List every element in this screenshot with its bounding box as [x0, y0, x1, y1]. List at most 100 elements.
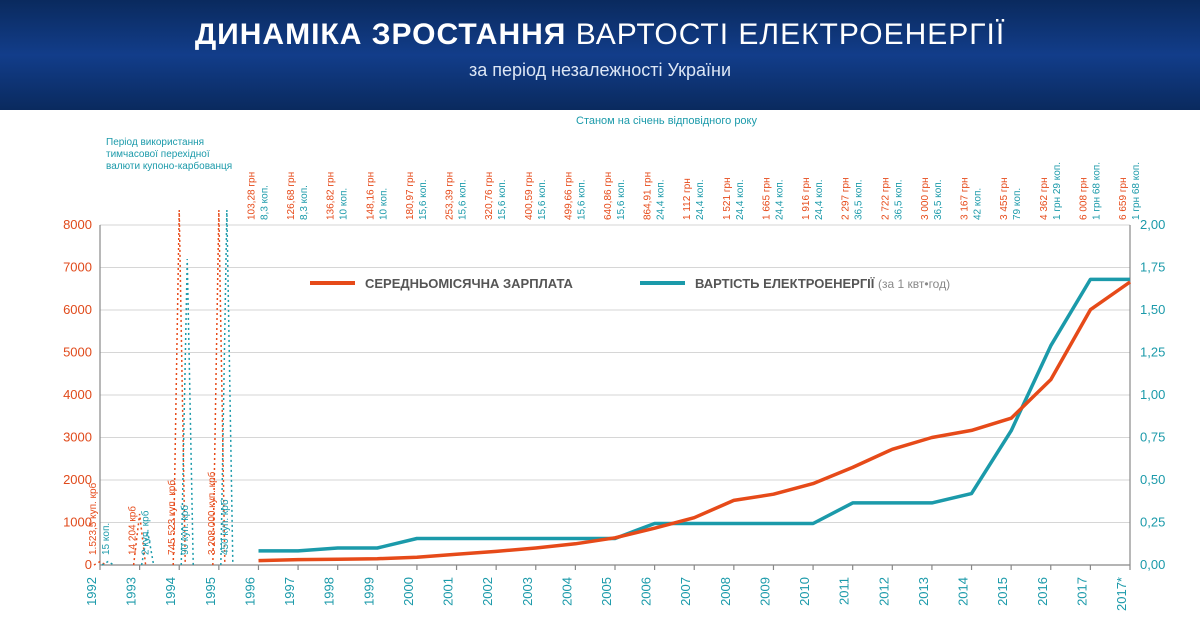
energy-value-label: 10 коп. — [339, 188, 350, 220]
y-right-tick: 0,75 — [1140, 430, 1165, 445]
y-right-tick: 0,50 — [1140, 472, 1165, 487]
x-tick-label: 1992 — [84, 577, 99, 606]
energy-value-label: 24,4 коп. — [656, 180, 667, 220]
transitional-note: валюти купоно-карбованця — [106, 160, 232, 172]
x-tick-label: 2000 — [401, 577, 416, 606]
transitional-salary-label: 3 208 000 куп. крб — [206, 471, 218, 555]
salary-value-label: 1 521 грн — [722, 177, 733, 220]
x-tick-label: 2006 — [639, 577, 654, 606]
transitional-note: тимчасової перехідної — [106, 149, 210, 160]
x-tick-label: 1996 — [242, 577, 257, 606]
x-tick-label: 1993 — [124, 577, 139, 606]
energy-value-label: 15,6 коп. — [576, 180, 587, 220]
energy-value-label: 24,4 коп. — [774, 180, 785, 220]
energy-value-label: 36,5 коп. — [893, 180, 904, 220]
transitional-energy-label: 2 куп. крб — [140, 510, 152, 555]
y-right-tick: 1,50 — [1140, 302, 1165, 317]
energy-value-label: 42 коп. — [973, 188, 984, 220]
x-tick-label: 2007 — [678, 577, 693, 606]
x-tick-label: 2005 — [599, 577, 614, 606]
y-left-tick: 0 — [85, 557, 92, 572]
transitional-energy-label: 90 куп. крб — [179, 505, 191, 555]
x-tick-label: 2003 — [520, 577, 535, 606]
y-right-tick: 0,00 — [1140, 557, 1165, 572]
x-tick-label: 2011 — [837, 577, 852, 605]
salary-value-label: 126,68 грн — [286, 172, 297, 220]
transitional-energy-label: 450 куп. крб — [219, 499, 231, 555]
transitional-energy-label: 15 коп. — [101, 523, 112, 555]
y-left-tick: 5000 — [63, 345, 92, 360]
energy-value-label: 24,4 коп. — [695, 180, 706, 220]
energy-value-label: 36,5 коп. — [933, 180, 944, 220]
page-subtitle: за період незалежності України — [0, 60, 1200, 81]
x-tick-label: 1994 — [163, 577, 178, 606]
x-tick-label: 2016 — [1035, 577, 1050, 606]
salary-value-label: 640,86 грн — [603, 172, 614, 220]
y-right-tick: 0,25 — [1140, 515, 1165, 530]
x-tick-label: 2002 — [480, 577, 495, 606]
legend-salary-label: СЕРЕДНЬОМІСЯЧНА ЗАРПЛАТА — [365, 276, 574, 291]
x-tick-label: 1997 — [282, 577, 297, 606]
energy-value-label: 36,5 коп. — [854, 180, 865, 220]
x-tick-label: 2017* — [1114, 577, 1129, 611]
salary-value-label: 2 722 грн — [880, 177, 891, 220]
x-tick-label: 1999 — [361, 577, 376, 606]
x-tick-label: 2010 — [797, 577, 812, 606]
salary-value-label: 1 916 грн — [801, 177, 812, 220]
header-banner: ДИНАМІКА ЗРОСТАННЯ ВАРТОСТІ ЕЛЕКТРОЕНЕРГ… — [0, 0, 1200, 110]
chart-area: Станом на січень відповідного рокуПеріод… — [0, 110, 1200, 628]
transitional-salary-label: 14 204 крб — [127, 506, 139, 555]
title-rest: ВАРТОСТІ ЕЛЕКТРОЕНЕРГІЇ — [566, 18, 1005, 51]
energy-value-label: 8,3 коп. — [259, 185, 270, 220]
y-left-tick: 4000 — [63, 387, 92, 402]
x-tick-label: 2008 — [718, 577, 733, 606]
x-tick-label: 2017 — [1074, 577, 1089, 606]
energy-value-label: 1 грн 68 коп. — [1091, 162, 1102, 220]
salary-value-label: 148,16 грн — [365, 172, 376, 220]
salary-value-label: 136,82 грн — [326, 172, 337, 220]
x-tick-label: 2012 — [876, 577, 891, 606]
energy-value-label: 1 грн 68 коп. — [1131, 162, 1142, 220]
x-tick-label: 2001 — [441, 577, 456, 606]
energy-value-label: 15,6 коп. — [497, 180, 508, 220]
energy-value-label: 24,4 коп. — [735, 180, 746, 220]
salary-value-label: 400,59 грн — [524, 172, 535, 220]
x-tick-label: 2009 — [757, 577, 772, 606]
energy-value-label: 10 коп. — [378, 188, 389, 220]
salary-value-label: 864,91 грн — [643, 172, 654, 220]
salary-value-label: 180,97 грн — [405, 172, 416, 220]
top-caption: Станом на січень відповідного року — [576, 115, 757, 127]
energy-value-label: 1 грн 29 коп. — [1052, 162, 1063, 220]
page-title: ДИНАМІКА ЗРОСТАННЯ ВАРТОСТІ ЕЛЕКТРОЕНЕРГ… — [0, 18, 1200, 52]
energy-value-label: 15,6 коп. — [418, 180, 429, 220]
salary-value-label: 4 362 грн — [1039, 177, 1050, 220]
energy-value-label: 8,3 коп. — [299, 185, 310, 220]
y-left-tick: 8000 — [63, 217, 92, 232]
energy-value-label: 15,6 коп. — [537, 180, 548, 220]
energy-value-label: 15,6 коп. — [616, 180, 627, 220]
y-left-tick: 3000 — [63, 430, 92, 445]
salary-value-label: 320,76 грн — [484, 172, 495, 220]
x-tick-label: 1995 — [203, 577, 218, 606]
title-bold: ДИНАМІКА ЗРОСТАННЯ — [195, 18, 567, 51]
y-right-tick: 1,75 — [1140, 260, 1165, 275]
salary-value-label: 3 000 грн — [920, 177, 931, 220]
salary-value-label: 2 297 грн — [841, 177, 852, 220]
chart-svg: Станом на січень відповідного рокуПеріод… — [0, 110, 1200, 628]
energy-value-label: 24,4 коп. — [814, 180, 825, 220]
x-tick-label: 2013 — [916, 577, 931, 606]
y-right-tick: 1,00 — [1140, 387, 1165, 402]
salary-value-label: 6 008 грн — [1078, 177, 1089, 220]
transitional-salary-label: 745 523 куп. крб — [166, 480, 178, 555]
x-tick-label: 2004 — [559, 577, 574, 606]
salary-value-label: 1 665 грн — [761, 177, 772, 220]
y-right-tick: 1,25 — [1140, 345, 1165, 360]
x-tick-label: 2014 — [956, 577, 971, 606]
y-left-tick: 7000 — [63, 260, 92, 275]
y-left-tick: 6000 — [63, 302, 92, 317]
y-right-tick: 2,00 — [1140, 217, 1165, 232]
x-tick-label: 2015 — [995, 577, 1010, 606]
salary-line — [259, 282, 1131, 561]
salary-value-label: 3 455 грн — [999, 177, 1010, 220]
transitional-salary-label: 1.523,5 куп. крб — [87, 482, 99, 555]
